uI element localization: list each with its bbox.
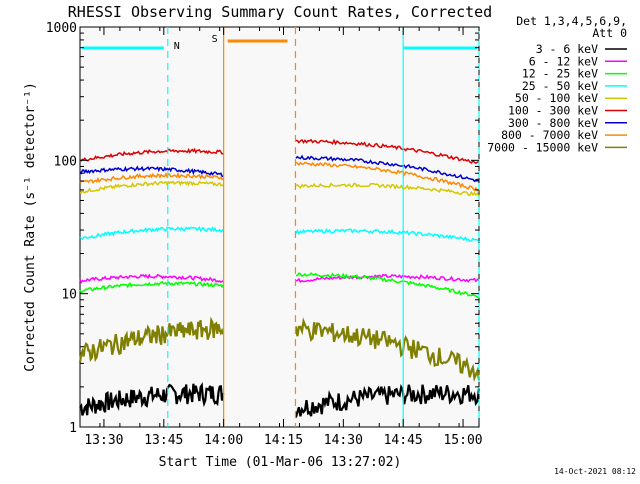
series-line-6-12-kev-before: [79, 273, 224, 284]
x-tick-label-6: 14:45: [384, 433, 423, 448]
legend-label-50-100-kev: 50 - 100 keV: [515, 91, 598, 105]
y-tick-label-3: 100: [54, 154, 77, 169]
legend-label-7000-15000-kev: 7000 - 15000 keV: [487, 140, 598, 154]
series-line-7000-15000-kev-before: [78, 316, 225, 363]
x-tick-label-2: 13:45: [144, 433, 183, 448]
legend-label-100-300-kev: 100 - 300 keV: [508, 104, 598, 118]
legend-label-3-6-kev: 3 - 6 keV: [536, 42, 598, 56]
series-line-800-7000-kev-after: [295, 161, 480, 192]
chart-title: RHESSI Observing Summary Count Rates, Co…: [68, 3, 492, 21]
x-axis-label: Start Time (01-Mar-06 13:27:02): [159, 455, 402, 470]
y-axis-label: Corrected Count Rate (s⁻¹ detector⁻¹): [23, 82, 38, 372]
x-tick-label-7: 15:00: [443, 433, 482, 448]
y-tick-label-2: 10: [61, 288, 77, 303]
series-line-6-12-kev-after: [295, 273, 480, 283]
legend-label-6-12-kev: 6 - 12 keV: [529, 54, 598, 68]
series-line-7000-15000-kev-after: [294, 317, 481, 382]
series-line-300-800-kev-after: [295, 154, 480, 183]
x-tick-label-1: 13:30: [84, 433, 123, 448]
series-line-12-25-kev-after: [295, 272, 480, 299]
series-line-50-100-kev-after: [295, 182, 480, 198]
series-line-3-6-kev-before: [79, 381, 225, 416]
axes-layer: 1 10 100 1000 13:30 13:45 14:00 14:15 14:30 14:45…: [46, 21, 483, 448]
series-line-100-300-kev-before: [79, 147, 224, 162]
y-tick-label-4: 1000: [46, 21, 77, 36]
series-layer: [78, 138, 481, 418]
x-tick-label-5: 14:30: [324, 433, 363, 448]
series-line-25-50-kev-before: [79, 225, 224, 240]
x-tick-label-3: 14:00: [204, 433, 243, 448]
series-line-50-100-kev-before: [79, 180, 224, 194]
annotation-label-s: S: [212, 34, 218, 45]
series-line-100-300-kev-after: [295, 138, 480, 165]
y-tick-label-1: 1: [69, 421, 77, 436]
legend-label-300-800-kev: 300 - 800 keV: [508, 116, 598, 130]
legend-title-line-2: Att 0: [592, 26, 627, 40]
series-line-12-25-kev-before: [79, 280, 224, 294]
overlay-layer: NS: [82, 27, 480, 427]
legend-label-12-25-kev: 12 - 25 keV: [522, 67, 598, 81]
x-tick-label-4: 14:15: [264, 433, 303, 448]
series-line-3-6-kev-after: [294, 383, 481, 418]
legend-title-line-1: Det 1,3,4,5,6,9,: [516, 14, 627, 28]
legend-label-25-50-kev: 25 - 50 keV: [522, 79, 598, 93]
series-line-25-50-kev-after: [295, 228, 480, 243]
series-line-300-800-kev-before: [79, 165, 224, 178]
plot-area: [79, 26, 480, 428]
footer-date: 14-Oct-2021 08:12: [554, 467, 636, 476]
annotation-label-n: N: [174, 41, 180, 52]
series-line-800-7000-kev-before: [79, 171, 224, 185]
legend-label-800-7000-kev: 800 - 7000 keV: [501, 128, 598, 142]
